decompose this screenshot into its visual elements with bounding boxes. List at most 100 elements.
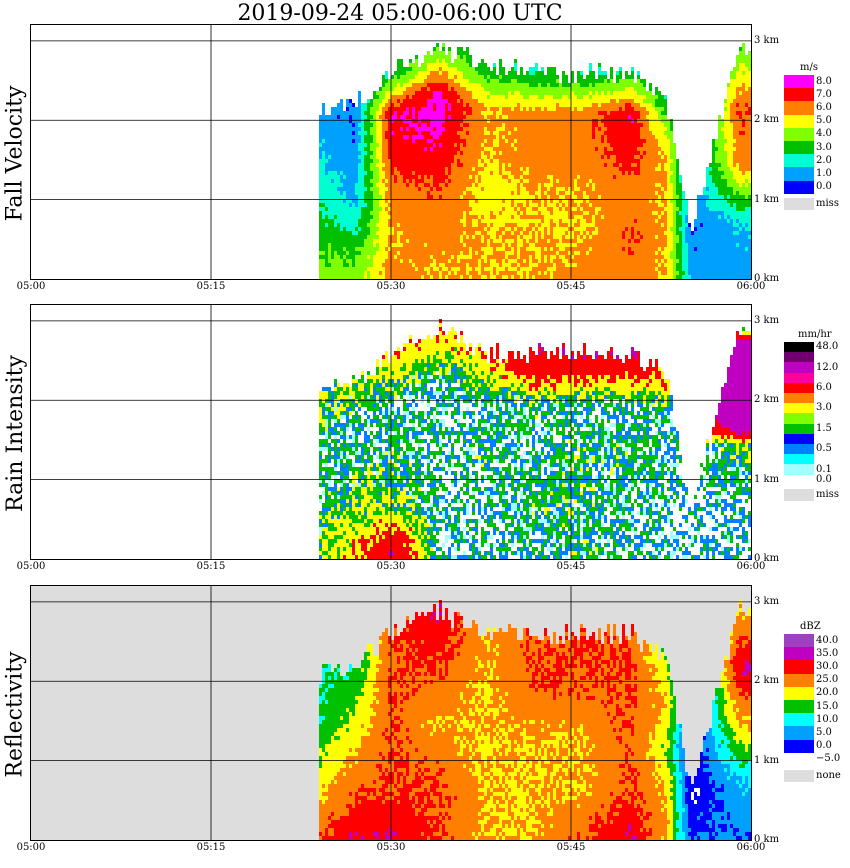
- heatmap-cell: [412, 167, 415, 171]
- heatmap-cell: [472, 71, 475, 75]
- heatmap-cell: [343, 247, 346, 251]
- heatmap-cell: [547, 211, 550, 215]
- heatmap-cell: [382, 199, 385, 203]
- heatmap-cell: [493, 143, 496, 147]
- heatmap-cell: [565, 255, 568, 259]
- heatmap-cell: [439, 103, 442, 107]
- heatmap-cell: [355, 259, 358, 263]
- heatmap-cell: [553, 219, 556, 223]
- heatmap-cell: [487, 139, 490, 143]
- heatmap-cell: [574, 271, 577, 275]
- heatmap-cell: [400, 275, 403, 279]
- heatmap-cell: [535, 91, 538, 95]
- heatmap-cell: [466, 107, 469, 111]
- heatmap-cell: [445, 99, 448, 103]
- heatmap-cell: [361, 255, 364, 259]
- heatmap-cell: [460, 107, 463, 111]
- heatmap-cell: [409, 75, 412, 79]
- heatmap-cell: [349, 115, 352, 119]
- heatmap-cell: [442, 219, 445, 223]
- heatmap-cell: [478, 83, 481, 87]
- heatmap-cell: [481, 227, 484, 231]
- heatmap-cell: [556, 203, 559, 207]
- heatmap-cell: [382, 115, 385, 119]
- heatmap-cell: [412, 155, 415, 159]
- heatmap-cell: [502, 219, 505, 223]
- heatmap-cell: [418, 227, 421, 231]
- heatmap-cell: [433, 143, 436, 147]
- heatmap-cell: [391, 235, 394, 239]
- heatmap-cell: [574, 103, 577, 107]
- heatmap-cell: [577, 91, 580, 95]
- heatmap-cell: [415, 263, 418, 267]
- heatmap-cell: [610, 259, 613, 263]
- heatmap-cell: [343, 235, 346, 239]
- heatmap-cell: [331, 163, 334, 167]
- heatmap-cell: [388, 107, 391, 111]
- heatmap-cell: [496, 131, 499, 135]
- heatmap-cell: [454, 263, 457, 267]
- heatmap-cell: [349, 151, 352, 155]
- heatmap-cell: [412, 207, 415, 211]
- heatmap-cell: [406, 219, 409, 223]
- heatmap-cell: [352, 143, 355, 147]
- heatmap-cell: [421, 171, 424, 175]
- heatmap-cell: [322, 123, 325, 127]
- heatmap-cell: [586, 91, 589, 95]
- heatmap-cell: [388, 235, 391, 239]
- heatmap-cell: [397, 143, 400, 147]
- heatmap-cell: [319, 259, 322, 263]
- heatmap-cell: [373, 155, 376, 159]
- heatmap-cell: [328, 255, 331, 259]
- heatmap-cell: [424, 223, 427, 227]
- heatmap-cell: [589, 119, 592, 123]
- heatmap-cell: [529, 207, 532, 211]
- heatmap-cell: [403, 215, 406, 219]
- heatmap-cell: [397, 199, 400, 203]
- heatmap-cell: [517, 87, 520, 91]
- heatmap-cell: [457, 263, 460, 267]
- heatmap-cell: [319, 203, 322, 207]
- heatmap-cell: [547, 227, 550, 231]
- heatmap-cell: [526, 171, 529, 175]
- heatmap-cell: [427, 239, 430, 243]
- heatmap-cell: [601, 271, 604, 275]
- heatmap-cell: [547, 203, 550, 207]
- heatmap-cell: [478, 167, 481, 171]
- heatmap-cell: [493, 115, 496, 119]
- heatmap-cell: [508, 115, 511, 119]
- heatmap-cell: [502, 75, 505, 79]
- heatmap-cell: [346, 155, 349, 159]
- heatmap-cell: [337, 119, 340, 123]
- heatmap-cell: [508, 127, 511, 131]
- heatmap-cell: [451, 63, 454, 67]
- heatmap-cell: [556, 163, 559, 167]
- heatmap-cell: [553, 123, 556, 127]
- heatmap-cell: [547, 67, 550, 71]
- heatmap-cell: [601, 119, 604, 123]
- heatmap-cell: [556, 123, 559, 127]
- heatmap-cell: [481, 247, 484, 251]
- heatmap-cell: [472, 255, 475, 259]
- heatmap-cell: [403, 71, 406, 75]
- heatmap-cell: [481, 195, 484, 199]
- heatmap-cell: [466, 123, 469, 127]
- heatmap-cell: [553, 159, 556, 163]
- heatmap-cell: [514, 235, 517, 239]
- heatmap-cell: [589, 187, 592, 191]
- heatmap-cell: [382, 135, 385, 139]
- heatmap-cell: [514, 219, 517, 223]
- heatmap-cell: [562, 255, 565, 259]
- heatmap-cell: [574, 195, 577, 199]
- heatmap-cell: [376, 151, 379, 155]
- heatmap-cell: [421, 255, 424, 259]
- heatmap-cell: [343, 187, 346, 191]
- heatmap-cell: [505, 175, 508, 179]
- heatmap-cell: [604, 87, 607, 91]
- heatmap-cell: [520, 267, 523, 271]
- heatmap-cell: [379, 115, 382, 119]
- heatmap-cell: [574, 175, 577, 179]
- heatmap-cell: [475, 159, 478, 163]
- heatmap-cell: [466, 99, 469, 103]
- heatmap-cell: [475, 175, 478, 179]
